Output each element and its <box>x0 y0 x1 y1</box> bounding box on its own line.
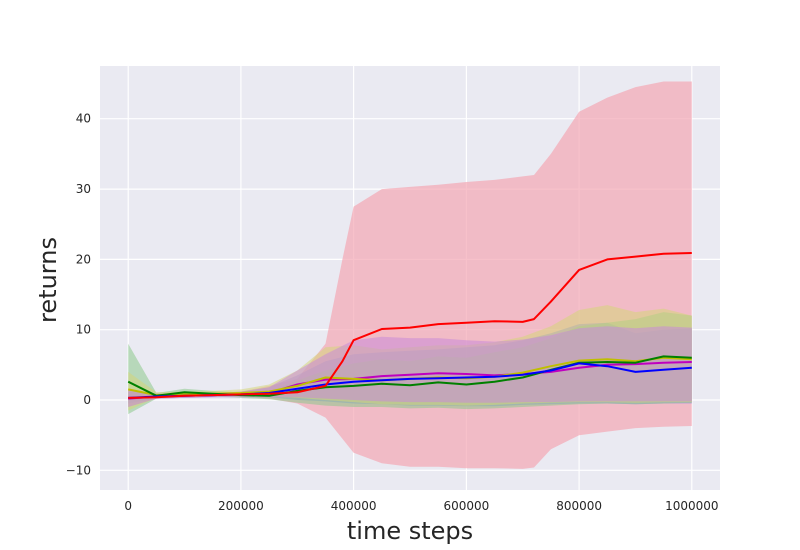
y-tick-label: 40 <box>76 112 91 126</box>
x-tick-label: 1000000 <box>665 499 718 513</box>
y-tick-label: 30 <box>76 182 91 196</box>
x-tick-label: 400000 <box>331 499 377 513</box>
y-tick-label: 10 <box>76 323 91 337</box>
y-tick-labels: −10 0 10 20 30 40 <box>66 112 91 478</box>
series-line <box>128 252 692 399</box>
y-tick-label: 0 <box>83 393 91 407</box>
x-tick-label: 200000 <box>218 499 264 513</box>
x-tick-label: 800000 <box>556 499 602 513</box>
y-tick-label: −10 <box>66 463 91 477</box>
x-axis-label: time steps <box>347 517 473 545</box>
y-axis-label: returns <box>34 237 62 323</box>
y-tick-label: 20 <box>76 252 91 266</box>
x-tick-labels: 0 200000 400000 600000 800000 1000000 <box>124 499 718 513</box>
x-tick-label: 0 <box>124 499 132 513</box>
x-tick-label: 600000 <box>443 499 489 513</box>
series-lines <box>127 252 692 400</box>
confidence-band <box>128 326 692 407</box>
